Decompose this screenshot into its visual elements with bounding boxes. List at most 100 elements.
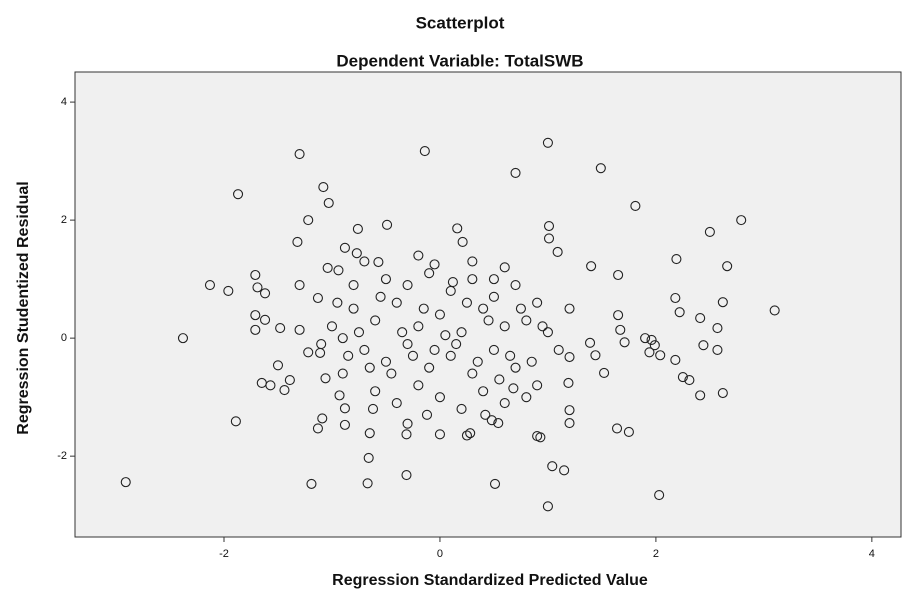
point [457,236,468,247]
point [318,182,329,193]
point [488,274,499,285]
point [521,315,532,326]
point [451,338,462,350]
point [413,321,424,332]
point [508,383,519,394]
point [465,428,476,439]
point [695,313,706,324]
point [230,416,241,427]
point [339,403,350,414]
point [494,374,505,385]
point [359,344,370,355]
point [535,432,546,443]
point [717,297,728,308]
point [480,409,491,420]
point [684,374,695,386]
point [223,285,234,296]
point [553,344,564,355]
point [670,354,681,366]
point [294,324,305,335]
point [232,189,244,200]
point [499,262,510,273]
point [332,297,343,308]
point [306,478,317,489]
point [418,303,429,314]
point [590,350,601,361]
point [323,197,334,209]
point [316,338,327,350]
point [375,291,386,302]
point [670,292,681,304]
point [434,309,446,320]
point [488,344,499,355]
point [343,350,354,361]
y-tick-label: 4 [61,96,67,108]
point [478,386,489,397]
point [252,282,263,293]
point [401,429,412,440]
point [510,362,521,373]
point [373,256,384,268]
point [434,392,446,403]
point [445,350,456,361]
point [259,288,271,299]
point [564,405,575,416]
point [421,409,433,420]
point [292,236,303,247]
point [333,265,344,276]
point [542,327,553,338]
point [478,303,489,314]
point [499,321,510,332]
point [275,323,286,334]
point [381,219,393,230]
point [429,344,440,355]
point [543,233,555,244]
point [348,303,359,314]
point [736,215,747,226]
point [320,373,331,384]
point [250,269,261,281]
point [250,310,261,321]
point [337,368,348,379]
point [586,261,597,272]
point [510,167,521,178]
point [532,297,543,308]
x-axis-title: Regression Standardized Predicted Value [332,572,648,589]
point [401,469,412,481]
point [434,429,446,440]
point [380,356,392,367]
point [483,315,494,326]
y-tick-label: 2 [61,214,67,226]
x-tick-label: 4 [869,548,875,560]
point [674,307,685,318]
point [613,310,624,321]
point [386,368,397,379]
point [419,146,430,157]
point [769,305,780,316]
point [351,248,362,259]
point [359,256,370,267]
point [467,368,478,379]
point [521,392,532,403]
point [413,250,424,261]
point [472,356,483,367]
point [619,337,630,348]
point [424,268,435,279]
point [272,360,284,371]
point [424,362,435,373]
point [447,277,458,288]
point [452,223,463,234]
point [370,386,381,397]
point [493,418,504,429]
point [364,428,375,439]
point [611,423,623,434]
point [364,362,375,373]
point [671,254,682,265]
point [317,413,328,424]
point [654,490,665,501]
point [303,347,314,358]
point [326,321,338,332]
point [564,418,575,429]
point [294,279,305,291]
point [204,279,216,291]
